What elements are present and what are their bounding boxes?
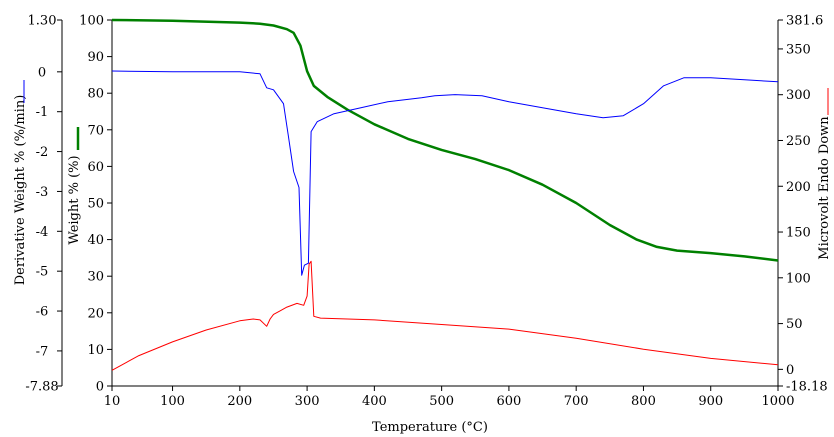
- derivative-tick-label: -2: [36, 145, 49, 160]
- x-tick-label: 300: [295, 394, 320, 409]
- derivative-tick-label: -6: [36, 305, 49, 320]
- derivative-tick-label: -7: [36, 344, 49, 359]
- microvolt-axis-ticks: -18.18 0 50 100 150 200 250 300 350 381.6: [778, 14, 828, 395]
- x-tick-label: 100: [160, 394, 185, 409]
- derivative-tick-label: -7.88: [25, 380, 58, 395]
- weight-tick-label: 70: [87, 123, 104, 138]
- derivative-axis-ticks: -7.88 -7 -6 -5 -4 -3 -2 -1 0 1.30: [25, 14, 62, 395]
- x-tick-label: 600: [496, 394, 521, 409]
- weight-series-line: [111, 18, 779, 262]
- microvolt-series-line: [111, 260, 779, 371]
- weight-axis-title: Weight % (%): [67, 155, 82, 244]
- derivative-tick-label: -5: [36, 265, 49, 280]
- microvolt-tick-label: 100: [786, 271, 811, 286]
- microvolt-tick-label: 300: [786, 88, 811, 103]
- weight-tick-label: 60: [87, 160, 104, 175]
- weight-tick-label: 20: [87, 306, 104, 321]
- x-tick-label: 900: [698, 394, 723, 409]
- microvolt-tick-label: -18.18: [786, 380, 828, 395]
- derivative-tick-label: -4: [36, 225, 49, 240]
- weight-tick-label: 0: [96, 380, 104, 395]
- x-axis-title: Temperature (°C): [372, 420, 488, 435]
- weight-tick-label: 90: [87, 50, 104, 65]
- microvolt-axis-title: Microvolt Endo Down: [817, 116, 832, 260]
- weight-tick-label: 80: [87, 87, 104, 102]
- microvolt-tick-label: 50: [786, 317, 803, 332]
- microvolt-tick-label: 0: [786, 363, 794, 378]
- microvolt-tick-label: 150: [786, 226, 811, 241]
- x-tick-label: 400: [362, 394, 387, 409]
- microvolt-tick-label: 250: [786, 134, 811, 149]
- x-tick-label: 800: [631, 394, 656, 409]
- microvolt-tick-label: 381.6: [786, 14, 823, 29]
- x-tick-label: 700: [564, 394, 589, 409]
- weight-tick-label: 50: [87, 197, 104, 212]
- weight-tick-label: 100: [79, 14, 104, 29]
- derivative-tick-label: 0: [38, 65, 46, 80]
- derivative-tick-label: 1.30: [28, 14, 57, 29]
- derivative-axis-title: Derivative Weight % (%/min): [13, 95, 28, 286]
- derivative-series-line: [111, 70, 779, 276]
- weight-tick-label: 30: [87, 270, 104, 285]
- derivative-tick-label: -1: [36, 105, 49, 120]
- weight-axis-ticks: 0 10 20 30 40 50 60 70 80 90 100: [79, 14, 112, 395]
- plot-axes: [61, 20, 779, 387]
- x-tick-label: 1000: [761, 394, 794, 409]
- microvolt-tick-label: 350: [786, 42, 811, 57]
- series-layer: [111, 18, 779, 371]
- x-axis-ticks: 10 100 200 300 400 500 600 700 800 900 1000: [104, 386, 795, 409]
- derivative-tick-label: -3: [36, 185, 49, 200]
- microvolt-tick-label: 200: [786, 180, 811, 195]
- x-tick-label: 500: [429, 394, 454, 409]
- weight-tick-label: 40: [87, 233, 104, 248]
- x-tick-label: 10: [104, 394, 121, 409]
- x-tick-label: 200: [227, 394, 252, 409]
- weight-tick-label: 10: [87, 343, 104, 358]
